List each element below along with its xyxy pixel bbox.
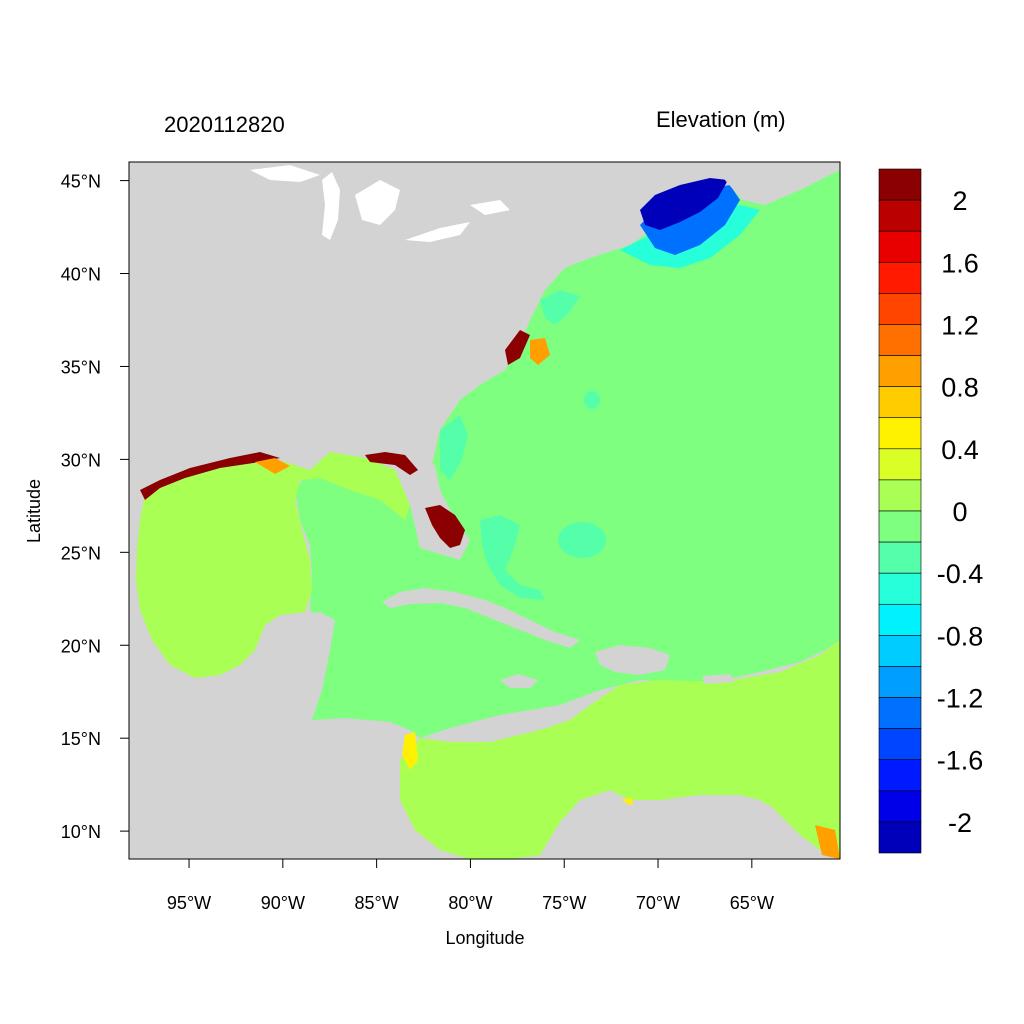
y-axis-title: Latitude: [24, 479, 44, 543]
plot-frame: [128, 161, 841, 860]
gulf-of-mexico: [136, 452, 410, 678]
colorbar-swatch: [878, 386, 922, 419]
bahamas-shelf: [480, 515, 545, 600]
lon-tick-label: 95°W: [167, 893, 211, 913]
colorbar-swatch: [878, 324, 922, 356]
colorbar-label: 0: [952, 497, 967, 527]
colorbar-swatch: [878, 790, 922, 823]
offshore-eddy: [558, 522, 606, 558]
caribbean-south: [400, 640, 840, 859]
colorbar-swatch: [878, 666, 922, 698]
nc-coast-orange: [530, 338, 550, 365]
colorbar-swatch: [878, 697, 922, 729]
canada-maritimes: [700, 162, 840, 205]
lake-huron: [355, 180, 400, 225]
colorbar-label: 0.8: [941, 373, 979, 403]
lake-ontario: [470, 200, 510, 215]
colorbar-swatch: [878, 635, 922, 667]
hispaniola: [595, 645, 670, 675]
colorbar-label: 1.2: [941, 310, 979, 340]
lat-tick-label: 15°N: [61, 729, 101, 749]
central-america-yellow: [402, 732, 418, 770]
colorbar-swatch: [878, 230, 922, 263]
lon-tick-label: 65°W: [730, 893, 774, 913]
south-america: [540, 792, 815, 859]
puerto-rico: [702, 674, 735, 684]
lat-tick-label: 10°N: [61, 822, 101, 842]
trinidad-orange: [815, 825, 840, 859]
lon-tick-label: 70°W: [636, 893, 680, 913]
yucatan: [260, 612, 335, 720]
x-axis-title: Longitude: [445, 928, 524, 948]
gulf-of-maine-deep: [640, 178, 728, 230]
cuba: [382, 588, 580, 648]
colorbar-swatch: [878, 821, 922, 854]
map-field: [129, 162, 840, 859]
colorbar-swatch: [878, 293, 922, 325]
lake-michigan: [322, 172, 340, 240]
gulf-of-maine-mid: [640, 185, 740, 255]
lake-erie: [405, 222, 470, 242]
big-bend-surge: [365, 452, 418, 475]
colorbar-label: 1.6: [941, 248, 979, 278]
colorbar-swatch: [878, 603, 922, 636]
offshore-eddy-small: [584, 391, 600, 409]
gulf-coast-orange: [255, 458, 290, 474]
colorbar-swatch: [878, 199, 922, 232]
gulf-coast-surge: [140, 452, 280, 500]
colorbar-label: 0.4: [941, 435, 979, 465]
colorbar-swatch: [878, 572, 922, 605]
colorbar-swatch: [878, 448, 922, 481]
colorbar-label: -1.2: [937, 684, 984, 714]
colorbar: [878, 168, 922, 854]
southeast-coast-strip: [440, 415, 468, 480]
lat-tick-label: 20°N: [61, 636, 101, 656]
colorbar-label: -1.6: [937, 746, 984, 776]
lat-tick-label: 35°N: [61, 357, 101, 377]
lon-tick-label: 80°W: [448, 893, 492, 913]
colorbar-label: -2: [948, 808, 972, 838]
colorbar-swatch: [878, 417, 922, 450]
colorbar-swatch: [878, 479, 922, 512]
lat-tick-label: 40°N: [61, 265, 101, 285]
colorbar-swatch: [878, 728, 922, 761]
lake-superior: [250, 165, 320, 182]
colorbar-swatch: [878, 510, 922, 543]
lon-tick-label: 75°W: [542, 893, 586, 913]
longitude-ticks: 95°W 90°W 85°W 80°W 75°W 70°W 65°W: [167, 859, 774, 913]
colorbar-swatch: [878, 541, 922, 574]
jamaica: [500, 674, 538, 688]
florida-surge: [425, 505, 465, 548]
colorbar-swatch: [878, 355, 922, 387]
mid-atlantic-strip: [540, 290, 580, 325]
atlantic-coast-surge: [505, 330, 530, 365]
colorbar-label: 2: [952, 186, 967, 216]
colorbar-label: -0.8: [937, 621, 984, 651]
lon-tick-label: 85°W: [355, 893, 399, 913]
lat-tick-label: 30°N: [61, 450, 101, 470]
colorbar-swatch: [878, 759, 922, 792]
colorbar-swatch: [878, 168, 922, 201]
map-variable-title: Elevation (m): [656, 107, 786, 132]
colorbar-swatch: [878, 261, 922, 294]
latitude-ticks: 10°N 15°N 20°N 25°N 30°N 35°N 40°N 45°N: [61, 172, 129, 842]
colorbar-labels: 2 1.6 1.2 0.8 0.4 0 -0.4 -0.8 -1.2 -1.6 -2: [937, 186, 984, 838]
lon-tick-label: 90°W: [261, 893, 305, 913]
map-date-title: 2020112820: [164, 112, 285, 137]
lat-tick-label: 25°N: [61, 543, 101, 563]
colorbar-label: -0.4: [937, 559, 984, 589]
lat-tick-label: 45°N: [61, 172, 101, 192]
